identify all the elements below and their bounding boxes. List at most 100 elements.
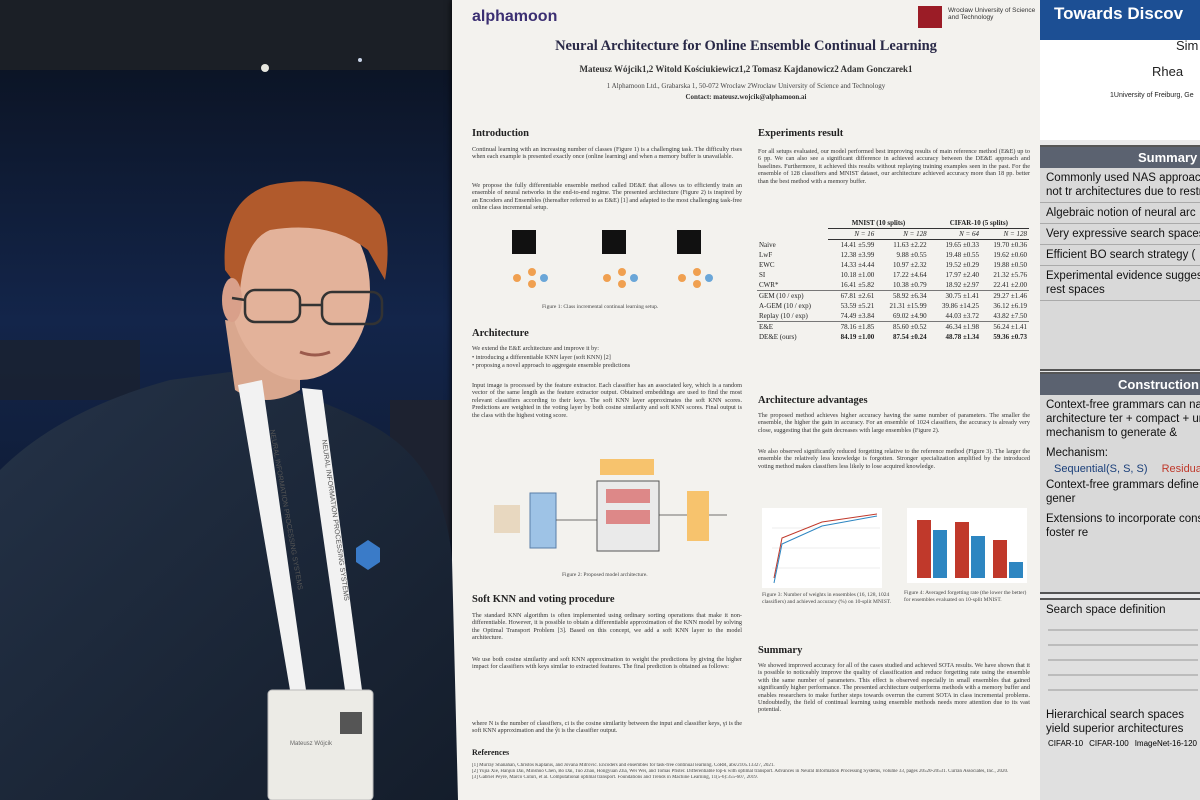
- paragraph: The proposed method achieves higher accu…: [758, 412, 1030, 434]
- section-heading: References: [472, 748, 510, 757]
- table-cell: 9.88 ±0.55: [896, 251, 927, 259]
- table-cell: 48.78 ±1.34: [945, 333, 980, 341]
- section-heading: Architecture advantages: [758, 395, 868, 406]
- reference: [2] Yujia Xie, Hanjun Dai, Minshuo Chen,…: [472, 769, 1009, 774]
- table-cell: 12.38 ±3.99: [840, 251, 875, 259]
- table-row: SI 10.18 ±1.00 17.22 ±4.64 17.97 ±2.40 21.32…: [757, 270, 1029, 280]
- table-cell: 36.12 ±6.19: [993, 302, 1027, 310]
- section-heading: Experiments result: [758, 128, 844, 139]
- plot-title: ImageNet-16-120: [1134, 739, 1197, 748]
- poster: alphamoon Wrocław University of Science …: [452, 0, 1040, 800]
- table-cell: 56.24 ±1.41: [981, 321, 1029, 332]
- table-cell: 44.03 ±3.72: [945, 312, 980, 320]
- badge-name: Mateusz Wójcik: [290, 741, 333, 747]
- table-header: [757, 218, 828, 229]
- table-cell: 19.70 ±0.36: [993, 241, 1027, 249]
- table-cell: 22.41 ±2.00: [993, 281, 1027, 289]
- table-row: LwF 12.38 ±3.99 9.88 ±0.55 19.48 ±0.55 19.62…: [757, 250, 1029, 260]
- table-cell: Replay (10 / exp): [759, 312, 808, 320]
- table-cell: LwF: [759, 251, 773, 259]
- person: NEURAL INFORMATION PROCESSING SYSTEMS NE…: [0, 181, 458, 800]
- table-cell: 43.82 ±7.50: [993, 312, 1027, 320]
- table-cell: 67.81 ±2.61: [828, 290, 877, 301]
- table-row: EWC 14.33 ±4.44 10.97 ±2.32 19.52 ±0.29 19.8…: [757, 260, 1029, 270]
- logo: alphamoon: [472, 8, 558, 25]
- table-header-row: MNIST (10 splits) CIFAR-10 (5 splits): [757, 218, 1029, 229]
- table-cell: A-GEM (10 / exp): [759, 302, 811, 310]
- university-crest: [918, 6, 942, 28]
- affiliation: 1University of Freiburg, Ge: [1110, 92, 1194, 99]
- table-cell: CWR*: [759, 281, 779, 289]
- figure-caption: Figure 4: Averaged forgetting rate (the …: [904, 590, 1027, 603]
- authors: Rhea: [1152, 64, 1184, 79]
- mechanism-term: Residual(S,: [1161, 463, 1200, 475]
- reference: [3] Gabriel Peyré, Marco Cuturi, et al. …: [472, 775, 758, 780]
- table-group-header: MNIST (10 splits): [828, 218, 929, 229]
- box-heading: Construction: [1040, 374, 1200, 395]
- table-cell: 16.41 ±5.82: [840, 281, 875, 289]
- table-cell: 17.97 ±2.40: [945, 271, 980, 279]
- bullet: • proposing a novel approach to aggregat…: [472, 362, 631, 369]
- paragraph: We propose the fully differentiable ense…: [472, 182, 742, 212]
- poster-title: Neural Architecture for Online Ensemble …: [555, 38, 937, 54]
- table-cell: 10.38 ±0.79: [893, 281, 927, 289]
- grammar-figure: [1048, 629, 1198, 691]
- table-cell: 85.60 ±0.52: [876, 321, 929, 332]
- summary-item: Algebraic notion of neural arc: [1040, 203, 1200, 224]
- summary-box: Summary Commonly used NAS approac perfor…: [1040, 145, 1200, 371]
- table-cell: 10.97 ±2.32: [893, 261, 927, 269]
- paragraph: Input image is processed by the feature …: [472, 382, 742, 419]
- table-cell: 87.54 ±0.24: [893, 333, 927, 341]
- box-heading: Summary: [1040, 147, 1200, 168]
- section-heading: Soft KNN and voting procedure: [472, 594, 615, 605]
- construction-box: Construction Context-free grammars can n…: [1040, 372, 1200, 594]
- table-cell: 19.65 ±0.33: [945, 241, 980, 249]
- table-cell: 14.33 ±4.44: [840, 261, 875, 269]
- table-column-header: N = 64: [928, 228, 982, 240]
- section-heading: Summary: [758, 645, 803, 656]
- table-row: DE&E (ours) 84.19 ±1.00 87.54 ±0.24 48.78 ±…: [757, 332, 1029, 342]
- table-row: CWR* 16.41 ±5.82 10.38 ±0.79 18.92 ±2.97 22.…: [757, 280, 1029, 291]
- paragraph: We use both cosine similarity and soft K…: [472, 656, 742, 671]
- table-cell: 21.31 ±15.99: [889, 302, 927, 310]
- table-column-header: N = 16: [828, 228, 877, 240]
- table-column-header: N = 128: [981, 228, 1029, 240]
- mechanism-terms: Sequential(S, S, S) Residual(S,: [1040, 463, 1200, 475]
- table-cell: 53.59 ±5.21: [840, 302, 875, 310]
- figure-2: [494, 459, 727, 552]
- table-cell: 39.86 ±14.25: [941, 302, 980, 310]
- section-heading: Introduction: [472, 128, 529, 139]
- table-cell: 10.18 ±1.00: [840, 271, 875, 279]
- table-cell: 84.19 ±1.00: [840, 333, 875, 341]
- table-cell: 19.48 ±0.55: [945, 251, 980, 259]
- construction-item: Context-free grammars define o architect…: [1046, 479, 1200, 505]
- table-cell: 11.63 ±2.22: [893, 241, 927, 249]
- university: Wrocław University of Science and Techno…: [948, 7, 1036, 21]
- authors: Sim: [1176, 38, 1199, 53]
- table-header-row: N = 16 N = 128 N = 64 N = 128: [757, 228, 1029, 240]
- paragraph: where N is the number of classifiers, ci…: [472, 720, 742, 735]
- construction-item: Extensions to incorporate constr channel…: [1046, 513, 1200, 539]
- paragraph: We showed improved accuracy for all of t…: [758, 662, 1030, 714]
- table-cell: 19.88 ±0.50: [993, 261, 1027, 269]
- table-cell: 19.52 ±0.29: [945, 261, 980, 269]
- table-row: GEM (10 / exp) 67.81 ±2.61 58.92 ±6.34 30.7…: [757, 290, 1029, 301]
- table-cell: 19.62 ±0.60: [993, 251, 1027, 259]
- results-table: MNIST (10 splits) CIFAR-10 (5 splits) N = …: [757, 218, 1029, 342]
- summary-item: Commonly used NAS approac performing but…: [1040, 168, 1200, 203]
- paragraph: Continual learning with an increasing nu…: [472, 146, 742, 161]
- affiliations: 1 Alphamoon Ltd., Grabarska 1, 50-072 Wr…: [606, 82, 886, 90]
- construction-item: Context-free grammars can nat algebraic …: [1046, 399, 1200, 439]
- mechanism-term: Sequential(S, S, S): [1054, 463, 1148, 475]
- table-cell: E&E: [757, 321, 829, 332]
- table-cell: 74.49 ±3.84: [840, 312, 875, 320]
- table-cell: SI: [759, 271, 766, 279]
- table-cell: 59.36 ±0.73: [993, 333, 1027, 341]
- paragraph: We extend the E&E architecture and impro…: [472, 345, 599, 352]
- paragraph: We also observed significantly reduced f…: [758, 448, 1030, 470]
- table-row: E&E 78.16 ±1.85 85.60 ±0.52 46.34 ±1.98 56.2…: [757, 321, 1029, 332]
- table-cell: DE&E (ours): [759, 333, 797, 341]
- box-heading: Search space definition: [1046, 604, 1166, 616]
- summary-item: Experimental evidence sugges search shou…: [1040, 266, 1200, 301]
